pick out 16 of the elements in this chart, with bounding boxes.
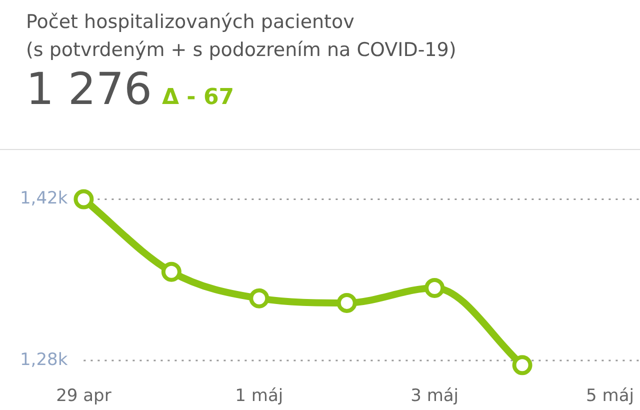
point	[161, 262, 182, 282]
x-tick-label: 5 máj	[586, 386, 634, 406]
chart-title: Počet hospitalizovaných pacientov	[26, 10, 356, 35]
point	[336, 292, 357, 313]
x-tick-label: 3 máj	[410, 386, 459, 406]
x-tick-label: 1 máj	[235, 386, 284, 406]
chart-subtitle: (s potvrdeným + s podozrením na COVID-19)	[26, 38, 458, 63]
y-tick-label: 1,28k	[20, 350, 68, 370]
point	[74, 189, 94, 210]
text: 1 276	[26, 64, 152, 115]
y-tick-label: 1,42k	[20, 188, 68, 209]
point	[424, 278, 445, 298]
text: Δ - 67	[162, 85, 234, 110]
point	[512, 355, 532, 376]
point	[249, 288, 270, 308]
x-tick-label: 29 apr	[56, 386, 112, 406]
